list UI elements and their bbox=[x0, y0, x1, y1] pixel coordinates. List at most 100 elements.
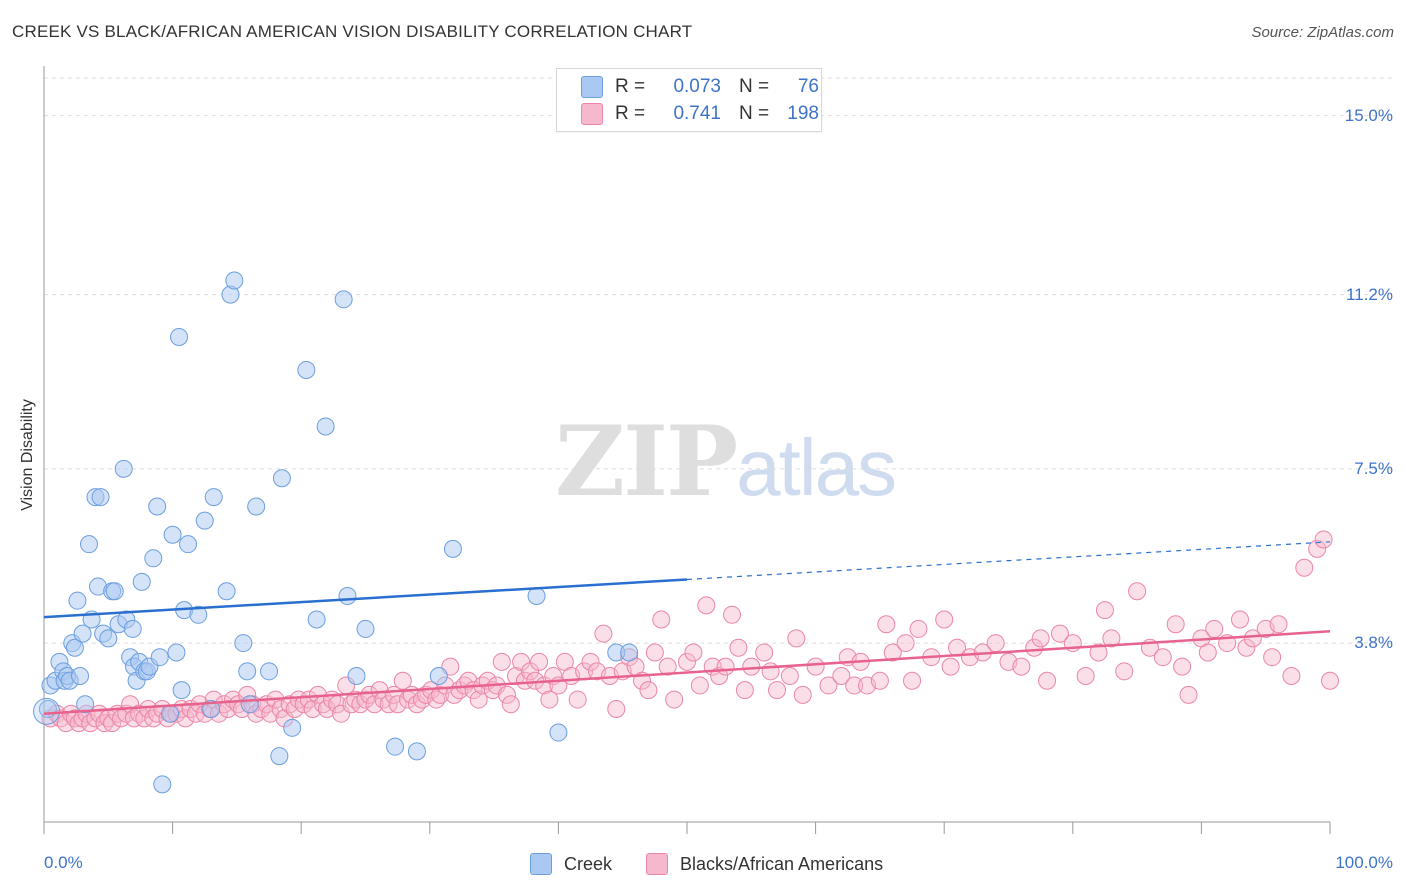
data-point-black bbox=[332, 704, 351, 723]
data-point-creek bbox=[356, 619, 375, 638]
data-point-black bbox=[515, 671, 534, 690]
data-point-black bbox=[877, 615, 896, 634]
data-point-black bbox=[81, 714, 100, 733]
data-point-black bbox=[393, 671, 412, 690]
data-point-creek bbox=[153, 775, 172, 794]
data-point-black bbox=[594, 624, 613, 643]
data-point-creek bbox=[163, 525, 182, 544]
legend-row-black: R = 0.741 N = 198 bbox=[581, 102, 819, 126]
data-point-black bbox=[1308, 539, 1327, 558]
data-point-creek bbox=[316, 417, 335, 436]
n-value: 198 bbox=[787, 103, 819, 124]
data-point-black bbox=[294, 695, 313, 714]
data-point-black bbox=[768, 681, 787, 700]
data-point-black bbox=[652, 610, 671, 629]
data-point-black bbox=[285, 699, 304, 718]
y-tick-label: 15.0% bbox=[1344, 105, 1393, 125]
data-point-creek bbox=[338, 586, 357, 605]
legend-item-creek[interactable]: Creek bbox=[530, 853, 612, 875]
data-point-black bbox=[1038, 671, 1057, 690]
data-point-black bbox=[1166, 615, 1185, 634]
r-label: R = bbox=[615, 103, 646, 124]
data-point-black bbox=[716, 657, 735, 676]
data-point-creek bbox=[234, 634, 253, 653]
data-point-creek bbox=[297, 360, 316, 379]
data-point-creek bbox=[270, 747, 289, 766]
data-point-black bbox=[690, 676, 709, 695]
grid-lines bbox=[44, 77, 1392, 644]
legend-row-creek: R = 0.073 N = 76 bbox=[581, 75, 819, 99]
source-label: Source: ZipAtlas.com bbox=[1251, 24, 1394, 41]
data-point-creek bbox=[123, 619, 142, 638]
data-point-creek bbox=[549, 723, 568, 742]
data-point-creek bbox=[105, 582, 124, 601]
data-point-creek bbox=[204, 488, 223, 507]
zipatlas-watermark: ZIPatlas bbox=[555, 405, 897, 518]
data-point-black bbox=[742, 657, 761, 676]
data-point-black bbox=[986, 634, 1005, 653]
legend-item-black[interactable]: Blacks/African Americans bbox=[646, 853, 883, 875]
data-point-black bbox=[1050, 624, 1069, 643]
stats-legend: R = 0.073 N = 76 R = 0.741 N = 198 bbox=[556, 68, 822, 132]
data-point-black bbox=[1243, 629, 1262, 648]
data-point-black bbox=[1237, 638, 1256, 657]
data-point-black bbox=[941, 657, 960, 676]
data-point-black bbox=[289, 690, 308, 709]
y-axis-label: Vision Disability bbox=[19, 399, 36, 511]
data-point-creek bbox=[217, 582, 236, 601]
data-point-black bbox=[1012, 657, 1031, 676]
data-point-creek bbox=[33, 697, 61, 725]
data-point-black bbox=[280, 695, 299, 714]
data-point-black bbox=[761, 662, 780, 681]
data-point-black bbox=[806, 657, 825, 676]
data-point-black bbox=[658, 657, 677, 676]
data-point-black bbox=[521, 662, 540, 681]
axes bbox=[43, 66, 1331, 834]
y-tick-label: 7.5% bbox=[1354, 458, 1393, 478]
data-point-black bbox=[819, 676, 838, 695]
data-point-creek bbox=[170, 327, 189, 346]
data-point-black bbox=[365, 695, 384, 714]
data-point-creek bbox=[334, 290, 353, 309]
data-point-black bbox=[1025, 638, 1044, 657]
data-point-black bbox=[1282, 667, 1301, 686]
creek-swatch bbox=[530, 853, 552, 875]
data-point-creek bbox=[150, 648, 169, 667]
data-point-black bbox=[793, 685, 812, 704]
data-point-creek bbox=[195, 511, 214, 530]
r-value: 0.741 bbox=[673, 103, 721, 124]
data-point-creek bbox=[407, 742, 426, 761]
data-point-black bbox=[678, 652, 696, 671]
watermark-atlas: atlas bbox=[736, 423, 897, 512]
data-point-black bbox=[346, 690, 365, 709]
data-point-black bbox=[530, 652, 549, 671]
data-point-creek bbox=[161, 704, 180, 723]
data-point-black bbox=[497, 685, 516, 704]
data-point-creek bbox=[68, 591, 87, 610]
data-point-black bbox=[935, 610, 954, 629]
data-point-creek bbox=[247, 497, 266, 516]
r-label: R = bbox=[615, 76, 646, 97]
data-point-black bbox=[1321, 671, 1339, 690]
data-point-black bbox=[729, 638, 748, 657]
data-point-black bbox=[787, 629, 806, 648]
data-point-black bbox=[832, 667, 851, 686]
legend-label-creek: Creek bbox=[564, 853, 613, 874]
data-point-creek bbox=[527, 586, 546, 605]
y-tick-label: 11.2% bbox=[1346, 284, 1393, 304]
data-point-creek bbox=[260, 662, 279, 681]
data-point-creek bbox=[443, 539, 462, 558]
x-tick-label-min: 0.0% bbox=[44, 853, 83, 872]
data-point-black bbox=[581, 652, 600, 671]
data-point-creek bbox=[620, 643, 639, 662]
y-tick-label: 3.8% bbox=[1354, 633, 1393, 653]
data-point-creek bbox=[283, 718, 302, 737]
data-point-black bbox=[1153, 648, 1172, 667]
data-point-black bbox=[271, 699, 290, 718]
data-point-black bbox=[103, 714, 122, 733]
data-point-black bbox=[684, 643, 703, 662]
data-point-creek bbox=[76, 695, 95, 714]
data-point-black bbox=[1089, 643, 1108, 662]
data-point-black bbox=[903, 671, 922, 690]
